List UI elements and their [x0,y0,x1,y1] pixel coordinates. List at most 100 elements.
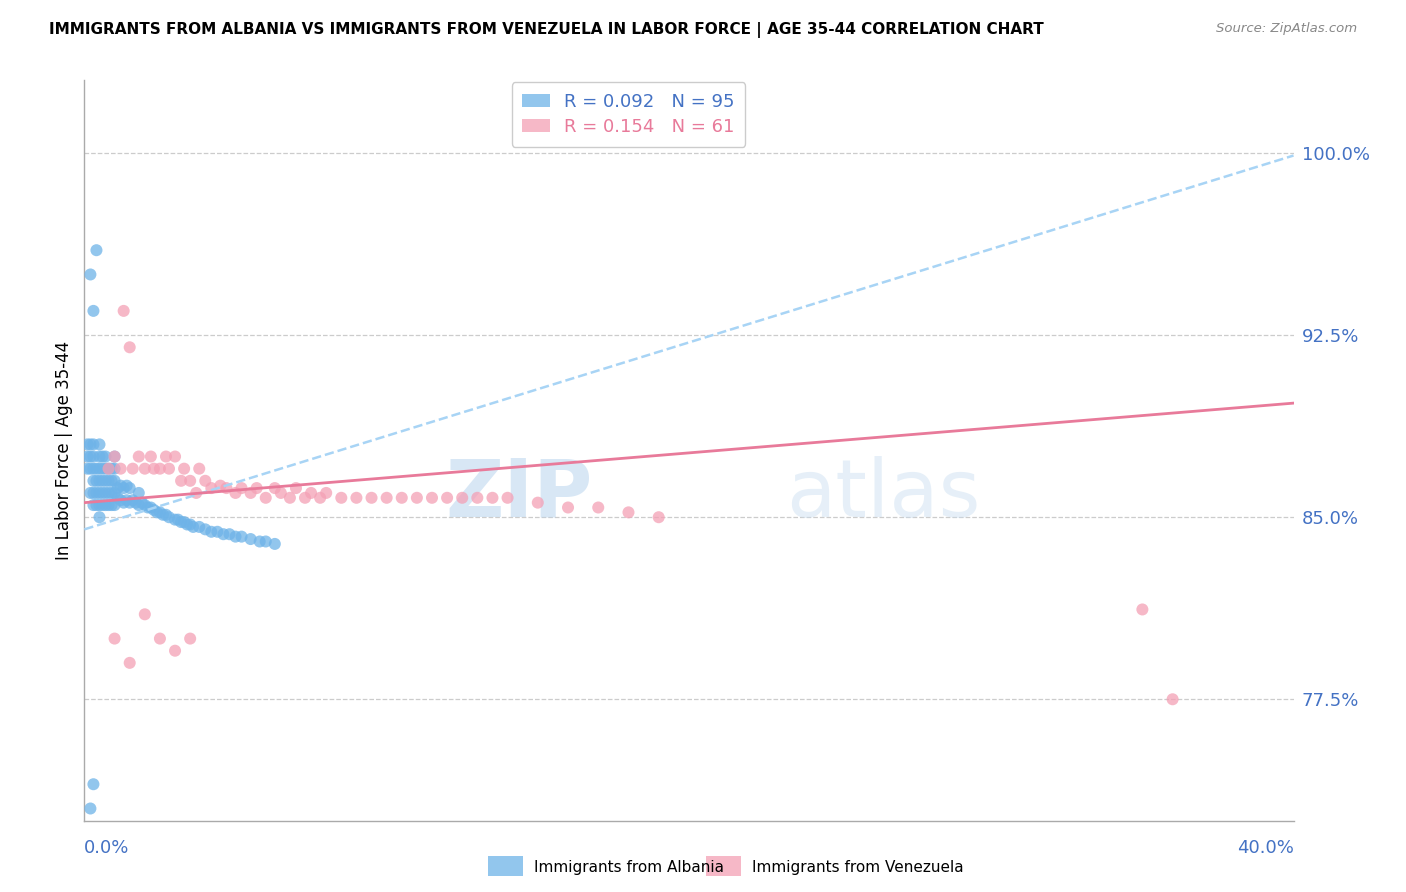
Point [239,486,262,500]
Point [97,498,120,512]
Point [436,491,458,505]
Point [142,461,165,475]
Point [79,437,101,451]
Point [91,474,114,488]
Point [100,461,122,475]
Point [110,461,132,475]
Point [104,450,127,464]
Point [82,777,104,791]
Point [97,461,120,475]
Point [118,481,141,495]
Point [104,461,127,475]
Point [165,513,187,527]
Point [91,498,114,512]
Point [218,527,240,541]
Point [1161,692,1184,706]
Point [648,510,671,524]
Point [76,450,98,464]
Y-axis label: In Labor Force | Age 35-44: In Labor Force | Age 35-44 [55,341,73,560]
Point [76,437,98,451]
Point [496,491,519,505]
Point [231,481,253,495]
Point [225,530,247,544]
Point [82,304,104,318]
Point [165,450,187,464]
Point [149,461,172,475]
Point [309,491,332,505]
Point [249,534,271,549]
Point [82,498,104,512]
Point [170,474,193,488]
Point [194,474,217,488]
Point [112,481,135,495]
FancyBboxPatch shape [488,856,523,876]
Point [254,491,277,505]
Point [121,493,143,508]
Point [246,481,269,495]
Point [86,498,108,512]
Point [86,474,108,488]
Point [391,491,413,505]
Text: 40.0%: 40.0% [1237,839,1294,857]
Point [142,503,165,517]
Point [86,243,108,257]
Point [254,534,277,549]
Point [79,450,101,464]
Point [294,491,316,505]
Point [146,505,169,519]
Point [94,461,117,475]
Point [79,486,101,500]
Point [104,450,127,464]
Point [179,474,201,488]
Point [79,268,101,282]
Point [131,496,153,510]
Text: Immigrants from Venezuela: Immigrants from Venezuela [752,860,965,874]
Point [467,491,489,505]
Point [375,491,398,505]
Point [134,498,156,512]
Point [285,481,308,495]
Point [186,486,208,500]
Point [79,801,101,815]
Point [188,520,211,534]
Text: IMMIGRANTS FROM ALBANIA VS IMMIGRANTS FROM VENEZUELA IN LABOR FORCE | AGE 35-44 : IMMIGRANTS FROM ALBANIA VS IMMIGRANTS FR… [49,22,1045,38]
Point [194,522,217,536]
Point [97,486,120,500]
Point [112,496,135,510]
Point [188,461,211,475]
Point [155,508,177,522]
Point [149,505,172,519]
Point [346,491,368,505]
Point [225,486,247,500]
Point [115,478,138,492]
Point [94,450,117,464]
Point [179,632,201,646]
Point [360,491,382,505]
Point [173,515,195,529]
Point [330,491,353,505]
Point [104,474,127,488]
Point [82,474,104,488]
Point [157,461,180,475]
Point [134,461,156,475]
Text: 0.0%: 0.0% [84,839,129,857]
Point [112,304,135,318]
Point [278,491,301,505]
Point [134,607,156,622]
Point [86,486,108,500]
Point [104,632,127,646]
Point [173,461,195,475]
Point [451,491,474,505]
Point [89,461,111,475]
Point [89,486,111,500]
Point [79,461,101,475]
Point [76,461,98,475]
Point [125,496,148,510]
Point [139,500,162,515]
Point [481,491,503,505]
Point [97,461,120,475]
Point [157,510,180,524]
Point [239,532,262,546]
Point [315,486,337,500]
Point [107,491,129,505]
